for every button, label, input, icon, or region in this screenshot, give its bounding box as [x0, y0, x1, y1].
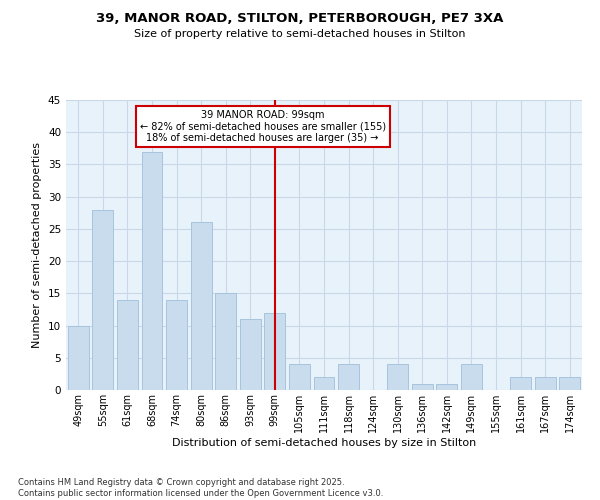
- Bar: [314, 377, 334, 390]
- Bar: [68, 326, 89, 390]
- Bar: [412, 384, 433, 390]
- Text: 39 MANOR ROAD: 99sqm
← 82% of semi-detached houses are smaller (155)
18% of semi: 39 MANOR ROAD: 99sqm ← 82% of semi-detac…: [140, 110, 386, 143]
- Bar: [142, 152, 163, 390]
- Bar: [559, 377, 580, 390]
- Bar: [510, 377, 531, 390]
- Y-axis label: Number of semi-detached properties: Number of semi-detached properties: [32, 142, 43, 348]
- Bar: [117, 300, 138, 390]
- Bar: [166, 300, 187, 390]
- Bar: [215, 294, 236, 390]
- Text: 39, MANOR ROAD, STILTON, PETERBOROUGH, PE7 3XA: 39, MANOR ROAD, STILTON, PETERBOROUGH, P…: [97, 12, 503, 26]
- Bar: [289, 364, 310, 390]
- Bar: [191, 222, 212, 390]
- X-axis label: Distribution of semi-detached houses by size in Stilton: Distribution of semi-detached houses by …: [172, 438, 476, 448]
- Bar: [265, 312, 286, 390]
- Bar: [461, 364, 482, 390]
- Bar: [240, 319, 261, 390]
- Bar: [535, 377, 556, 390]
- Bar: [92, 210, 113, 390]
- Text: Contains HM Land Registry data © Crown copyright and database right 2025.
Contai: Contains HM Land Registry data © Crown c…: [18, 478, 383, 498]
- Bar: [387, 364, 408, 390]
- Bar: [338, 364, 359, 390]
- Bar: [436, 384, 457, 390]
- Text: Size of property relative to semi-detached houses in Stilton: Size of property relative to semi-detach…: [134, 29, 466, 39]
